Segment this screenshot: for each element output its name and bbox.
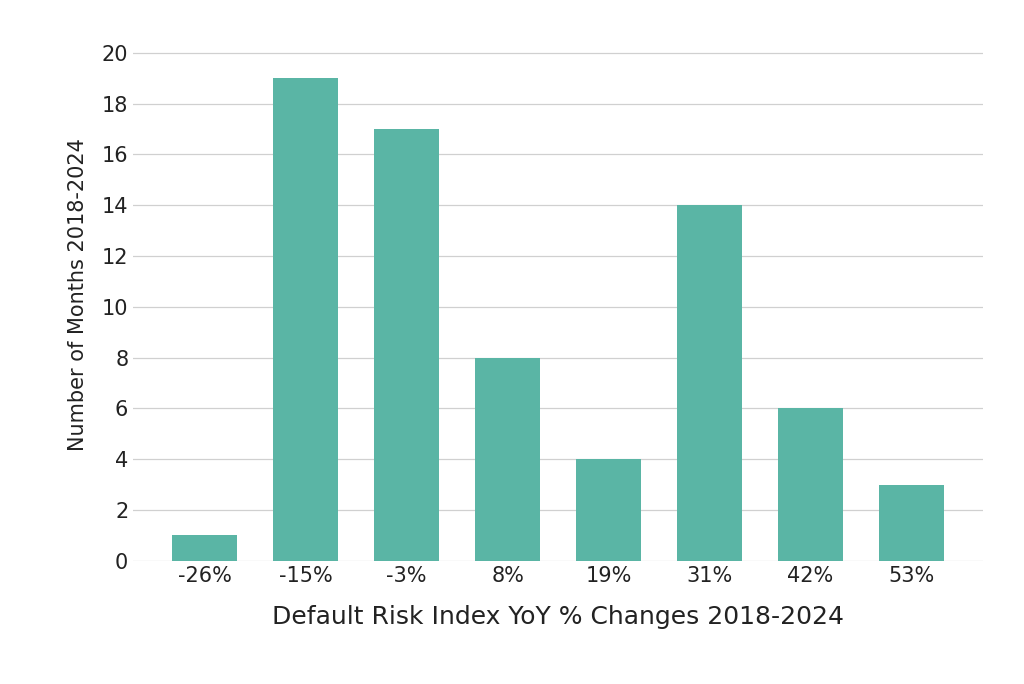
Bar — [374, 129, 439, 561]
X-axis label: Default Risk Index YoY % Changes 2018-2024: Default Risk Index YoY % Changes 2018-20… — [272, 605, 844, 629]
Bar — [778, 408, 844, 561]
Bar — [475, 358, 541, 561]
Bar — [677, 205, 742, 561]
Bar — [272, 78, 338, 561]
Bar — [575, 459, 641, 561]
Bar — [879, 485, 944, 561]
Bar — [172, 536, 238, 561]
Y-axis label: Number of Months 2018-2024: Number of Months 2018-2024 — [68, 137, 88, 451]
